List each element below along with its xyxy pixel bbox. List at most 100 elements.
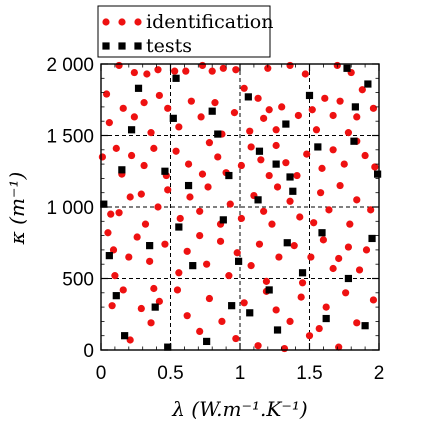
point-identification [262, 277, 271, 285]
point-tests [225, 171, 233, 180]
point-identification [133, 233, 141, 241]
point-identification [355, 266, 364, 274]
point-identification [196, 327, 204, 336]
point-identification [362, 246, 371, 254]
point-tests [344, 274, 353, 283]
point-identification [173, 286, 182, 294]
legend-box [97, 5, 271, 58]
point-identification [198, 170, 207, 178]
legend-marker [118, 18, 126, 26]
point-identification [205, 139, 214, 147]
point-identification [265, 106, 273, 114]
y-tick-label: 1 000 [46, 198, 94, 219]
legend-label: identification [146, 11, 273, 33]
point-tests [255, 147, 264, 155]
point-identification [325, 206, 333, 214]
point-identification [196, 232, 204, 240]
point-identification [208, 67, 216, 75]
point-identification [318, 164, 326, 172]
point-identification [102, 90, 111, 98]
point-identification [257, 156, 265, 164]
point-tests [244, 93, 252, 101]
point-identification [219, 64, 227, 72]
point-identification [353, 113, 361, 121]
point-identification [126, 336, 134, 344]
point-identification [176, 214, 184, 223]
point-identification [182, 67, 190, 75]
point-identification [232, 66, 240, 74]
point-tests [184, 181, 193, 190]
point-tests [112, 292, 120, 300]
point-identification [130, 113, 138, 121]
point-identification [171, 67, 179, 75]
point-identification [317, 189, 325, 197]
point-identification [246, 127, 254, 135]
legend-entry-identification: identification [102, 11, 273, 33]
point-identification [115, 61, 123, 70]
point-identification [225, 272, 233, 280]
point-identification [247, 143, 255, 151]
point-tests [298, 269, 307, 277]
point-identification [321, 94, 329, 102]
point-tests [235, 257, 243, 265]
point-identification [164, 104, 172, 112]
point-identification [336, 97, 344, 105]
point-identification [282, 159, 290, 167]
point-identification [211, 99, 219, 107]
point-tests [100, 200, 108, 208]
point-identification [303, 150, 311, 158]
point-identification [98, 153, 106, 161]
point-identification [255, 240, 264, 248]
point-tests [314, 143, 322, 151]
point-tests [246, 309, 254, 317]
point-tests [305, 91, 314, 100]
point-identification [161, 240, 169, 248]
point-identification [197, 113, 205, 121]
point-identification [369, 104, 378, 112]
point-identification [272, 141, 280, 150]
point-identification [329, 264, 337, 273]
point-identification [315, 324, 323, 333]
point-identification [307, 253, 315, 261]
point-tests [146, 242, 154, 250]
point-identification [205, 294, 214, 303]
point-identification [147, 129, 155, 137]
point-tests [254, 196, 262, 204]
x-tick-label: 1 [235, 363, 246, 384]
point-identification [296, 213, 304, 221]
point-tests [175, 223, 183, 231]
point-identification [254, 94, 262, 102]
point-identification [358, 86, 366, 94]
legend-entry-tests: tests [102, 35, 192, 57]
point-identification [198, 61, 207, 70]
point-identification [154, 203, 162, 211]
point-identification [187, 97, 195, 105]
x-axis-label: λ (W.m⁻¹.K⁻¹) [171, 397, 307, 421]
point-tests [208, 107, 216, 115]
point-tests [368, 234, 376, 243]
point-tests [134, 84, 143, 92]
data-points [98, 61, 382, 353]
x-tick-label: 1.5 [296, 363, 322, 384]
legend: identification tests [97, 5, 273, 58]
point-tests [318, 229, 326, 237]
point-identification [218, 317, 226, 325]
point-tests [272, 160, 280, 168]
point-identification [115, 209, 123, 217]
point-tests [228, 302, 236, 310]
y-tick-label: 500 [62, 270, 94, 291]
point-tests [121, 332, 129, 340]
point-identification [137, 190, 145, 198]
point-identification [369, 296, 378, 304]
point-identification [237, 161, 245, 170]
point-identification [203, 260, 211, 268]
point-identification [335, 254, 343, 263]
point-identification [297, 293, 305, 301]
y-tick-label: 0 [83, 341, 94, 362]
point-tests [169, 114, 177, 122]
point-tests [189, 262, 197, 270]
point-identification [305, 332, 314, 340]
point-identification [290, 242, 298, 250]
point-identification [361, 151, 369, 160]
point-identification [240, 299, 248, 307]
